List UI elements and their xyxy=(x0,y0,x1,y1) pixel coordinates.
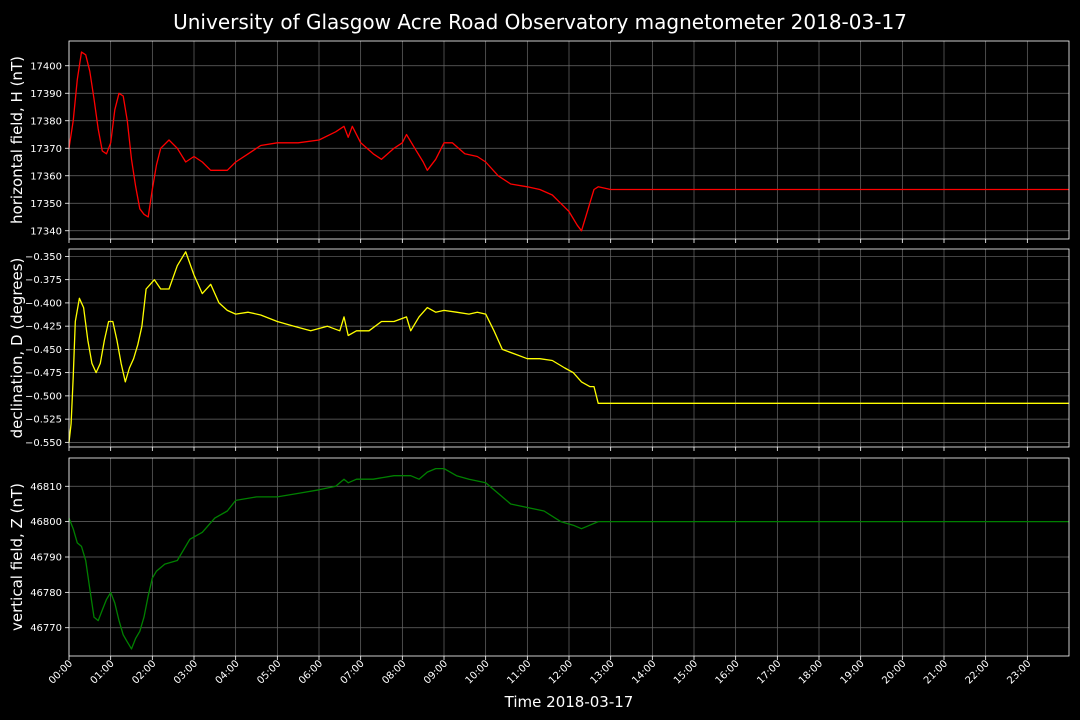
x-tick-label: 00:00 xyxy=(47,658,75,686)
x-tick-label: 06:00 xyxy=(297,658,325,686)
x-axis-ticks: 00:00 01:00 02:00 03:00 04:00 05:00 06:00 07:00… xyxy=(47,658,1033,686)
y-tick-label: 46800 xyxy=(30,517,62,528)
y-tick-label: −0.350 xyxy=(25,252,62,263)
x-tick-label: 14:00 xyxy=(630,658,658,686)
y-axis-label-H: horizontal field, H (nT) xyxy=(8,56,26,224)
series-line-H xyxy=(68,51,1069,232)
x-tick-label: 01:00 xyxy=(89,658,117,686)
x-tick-label: 15:00 xyxy=(672,658,700,686)
x-tick-label: 16:00 xyxy=(714,658,742,686)
y-tick-label: 46790 xyxy=(30,553,62,564)
series-line-Z xyxy=(68,467,1069,650)
y-tick-label: 17350 xyxy=(30,199,62,210)
x-tick-label: 09:00 xyxy=(422,658,450,686)
y-axis-label-D: declination, D (degrees) xyxy=(8,258,26,439)
y-tick-label: 17390 xyxy=(30,89,62,100)
panel-frame xyxy=(68,40,1070,240)
y-tick-label: 46780 xyxy=(30,588,62,599)
x-tick-label: 17:00 xyxy=(755,658,783,686)
y-tick-label: −0.525 xyxy=(25,415,62,426)
x-axis-label: Time 2018-03-17 xyxy=(504,693,634,711)
series-line-D xyxy=(68,251,1069,443)
panel-Z: 46770 46780 46790 46800 46810 vertical field,… xyxy=(8,457,1070,660)
x-tick-label: 12:00 xyxy=(547,658,575,686)
x-tick-label: 23:00 xyxy=(1005,658,1033,686)
panel-frame xyxy=(68,248,1070,448)
y-tick-label: 46770 xyxy=(30,623,62,634)
x-tick-label: 05:00 xyxy=(255,658,283,686)
x-tick-label: 11:00 xyxy=(505,658,533,686)
y-tick-label: −0.500 xyxy=(25,391,62,402)
y-tick-label: −0.450 xyxy=(25,345,62,356)
x-tick-label: 10:00 xyxy=(464,658,492,686)
x-tick-label: 08:00 xyxy=(380,658,408,686)
y-tick-label: 17360 xyxy=(30,171,62,182)
y-tick-label: −0.425 xyxy=(25,322,62,333)
panel-D: −0.550 −0.525 −0.500 −0.475 −0.450 −0.425 −0.4… xyxy=(8,248,1070,451)
y-tick-label: −0.550 xyxy=(25,438,62,449)
x-tick-label: 21:00 xyxy=(922,658,950,686)
x-tick-label: 13:00 xyxy=(589,658,617,686)
panel-H: 17340 17350 17360 17370 17380 17390 17400 horiz… xyxy=(8,40,1070,243)
x-tick-label: 20:00 xyxy=(880,658,908,686)
chart-title: University of Glasgow Acre Road Observat… xyxy=(173,10,907,34)
y-tick-label: −0.400 xyxy=(25,298,62,309)
x-tick-label: 22:00 xyxy=(964,658,992,686)
x-tick-label: 03:00 xyxy=(172,658,200,686)
y-tick-label: −0.475 xyxy=(25,368,62,379)
panels: 17340 17350 17360 17370 17380 17390 17400 horiz… xyxy=(8,40,1070,660)
x-tick-label: 02:00 xyxy=(130,658,158,686)
y-tick-label: −0.375 xyxy=(25,275,62,286)
y-axis-label-Z: vertical field, Z (nT) xyxy=(8,483,26,631)
panel-frame xyxy=(68,457,1070,657)
y-tick-label: 17380 xyxy=(30,116,62,127)
x-tick-label: 19:00 xyxy=(839,658,867,686)
y-tick-label: 17340 xyxy=(30,226,62,237)
x-tick-label: 07:00 xyxy=(339,658,367,686)
y-tick-label: 46810 xyxy=(30,482,62,493)
x-tick-label: 04:00 xyxy=(214,658,242,686)
y-tick-label: 17400 xyxy=(30,61,62,72)
y-tick-label: 17370 xyxy=(30,144,62,155)
x-tick-label: 18:00 xyxy=(797,658,825,686)
